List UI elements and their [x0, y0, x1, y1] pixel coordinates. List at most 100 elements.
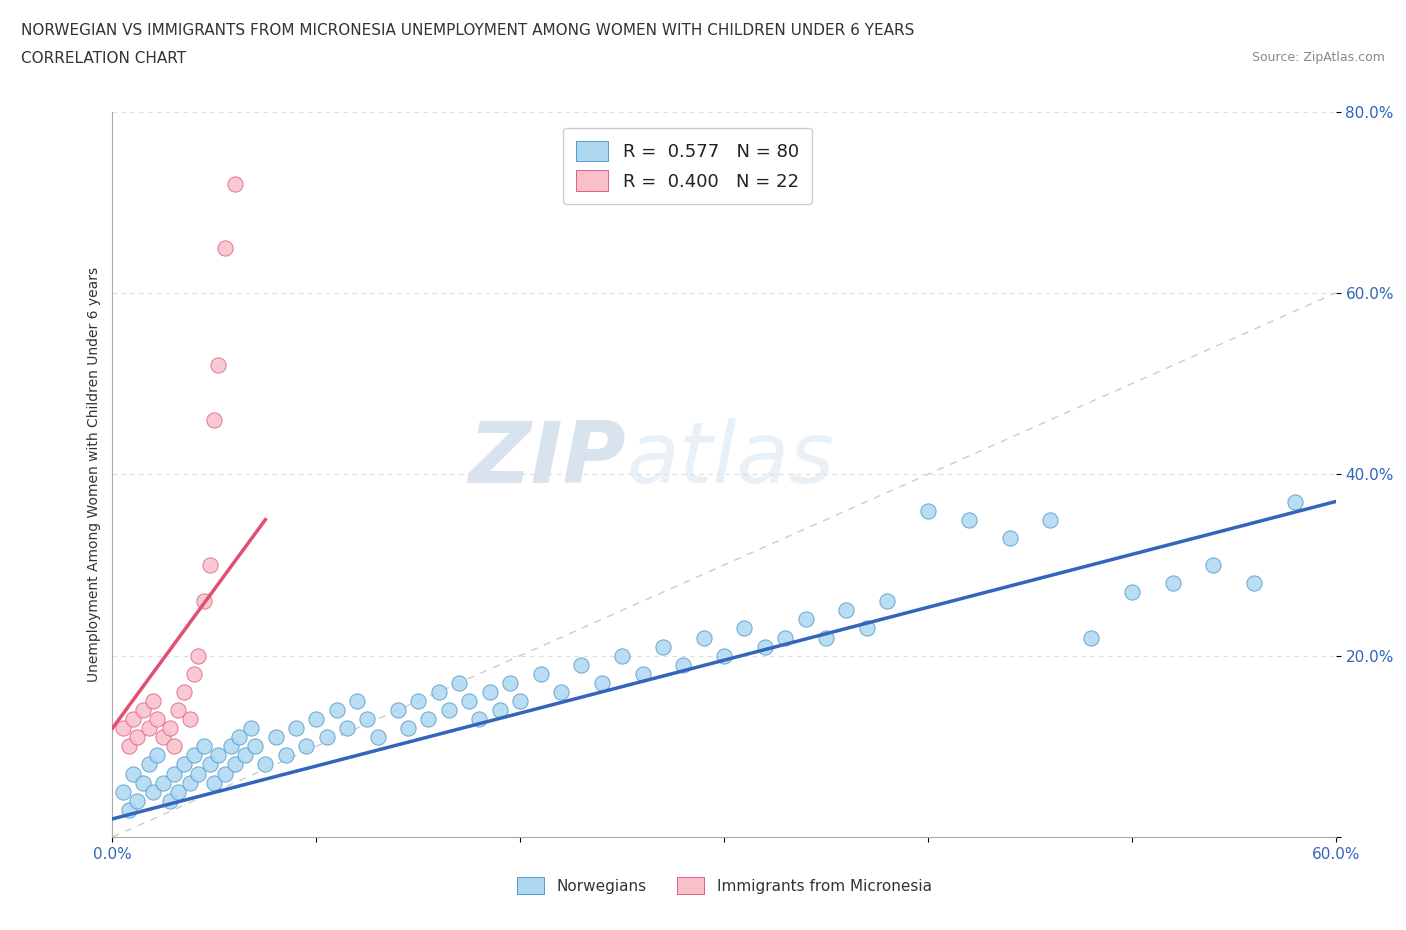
Point — [366, 730, 388, 745]
Point — [228, 730, 250, 745]
Point — [118, 803, 141, 817]
Point — [111, 721, 134, 736]
Point — [122, 711, 145, 726]
Point — [305, 711, 328, 726]
Point — [631, 666, 654, 681]
Point — [1284, 494, 1306, 509]
Point — [855, 621, 877, 636]
Point — [214, 240, 236, 255]
Point — [187, 648, 209, 663]
Point — [571, 658, 593, 672]
Point — [326, 703, 349, 718]
Legend: Norwegians, Immigrants from Micronesia: Norwegians, Immigrants from Micronesia — [509, 869, 939, 902]
Point — [418, 711, 440, 726]
Point — [1243, 576, 1265, 591]
Point — [163, 766, 186, 781]
Point — [876, 594, 898, 609]
Point — [173, 757, 195, 772]
Point — [183, 666, 205, 681]
Text: ZIP: ZIP — [468, 418, 626, 501]
Point — [233, 748, 256, 763]
Point — [478, 684, 501, 699]
Point — [179, 711, 201, 726]
Point — [122, 766, 145, 781]
Text: Source: ZipAtlas.com: Source: ZipAtlas.com — [1251, 51, 1385, 64]
Point — [146, 711, 169, 726]
Point — [315, 730, 337, 745]
Point — [998, 530, 1021, 545]
Point — [529, 666, 551, 681]
Point — [447, 675, 470, 690]
Point — [187, 766, 209, 781]
Point — [138, 721, 160, 736]
Point — [284, 721, 308, 736]
Point — [146, 748, 169, 763]
Point — [219, 738, 242, 753]
Point — [427, 684, 450, 699]
Point — [775, 631, 797, 645]
Point — [173, 684, 195, 699]
Point — [356, 711, 378, 726]
Point — [245, 738, 267, 753]
Point — [295, 738, 318, 753]
Point — [1202, 558, 1225, 573]
Point — [815, 631, 838, 645]
Point — [207, 748, 229, 763]
Point — [652, 639, 675, 654]
Point — [111, 784, 134, 799]
Point — [183, 748, 205, 763]
Point — [204, 413, 226, 428]
Point — [152, 730, 174, 745]
Point — [408, 694, 430, 709]
Point — [1039, 512, 1062, 527]
Point — [754, 639, 776, 654]
Point — [274, 748, 297, 763]
Point — [794, 612, 817, 627]
Point — [193, 594, 215, 609]
Point — [458, 694, 481, 709]
Point — [672, 658, 695, 672]
Point — [734, 621, 756, 636]
Y-axis label: Unemployment Among Women with Children Under 6 years: Unemployment Among Women with Children U… — [87, 267, 101, 682]
Point — [591, 675, 613, 690]
Point — [125, 730, 148, 745]
Point — [713, 648, 735, 663]
Point — [204, 776, 226, 790]
Point — [132, 776, 155, 790]
Point — [118, 738, 141, 753]
Point — [138, 757, 160, 772]
Point — [163, 738, 186, 753]
Point — [179, 776, 201, 790]
Point — [264, 730, 287, 745]
Point — [396, 721, 419, 736]
Point — [489, 703, 512, 718]
Text: NORWEGIAN VS IMMIGRANTS FROM MICRONESIA UNEMPLOYMENT AMONG WOMEN WITH CHILDREN U: NORWEGIAN VS IMMIGRANTS FROM MICRONESIA … — [21, 23, 914, 38]
Point — [207, 358, 229, 373]
Text: CORRELATION CHART: CORRELATION CHART — [21, 51, 186, 66]
Point — [240, 721, 263, 736]
Point — [437, 703, 460, 718]
Point — [917, 503, 939, 518]
Point — [468, 711, 491, 726]
Point — [193, 738, 215, 753]
Point — [957, 512, 980, 527]
Point — [346, 694, 368, 709]
Text: atlas: atlas — [626, 418, 834, 501]
Point — [159, 793, 181, 808]
Point — [166, 703, 188, 718]
Point — [254, 757, 277, 772]
Point — [610, 648, 633, 663]
Point — [336, 721, 359, 736]
Point — [499, 675, 522, 690]
Point — [214, 766, 236, 781]
Point — [835, 603, 858, 618]
Point — [152, 776, 174, 790]
Point — [693, 631, 716, 645]
Point — [200, 558, 222, 573]
Point — [125, 793, 148, 808]
Point — [387, 703, 409, 718]
Point — [200, 757, 222, 772]
Point — [142, 694, 165, 709]
Point — [509, 694, 531, 709]
Point — [550, 684, 572, 699]
